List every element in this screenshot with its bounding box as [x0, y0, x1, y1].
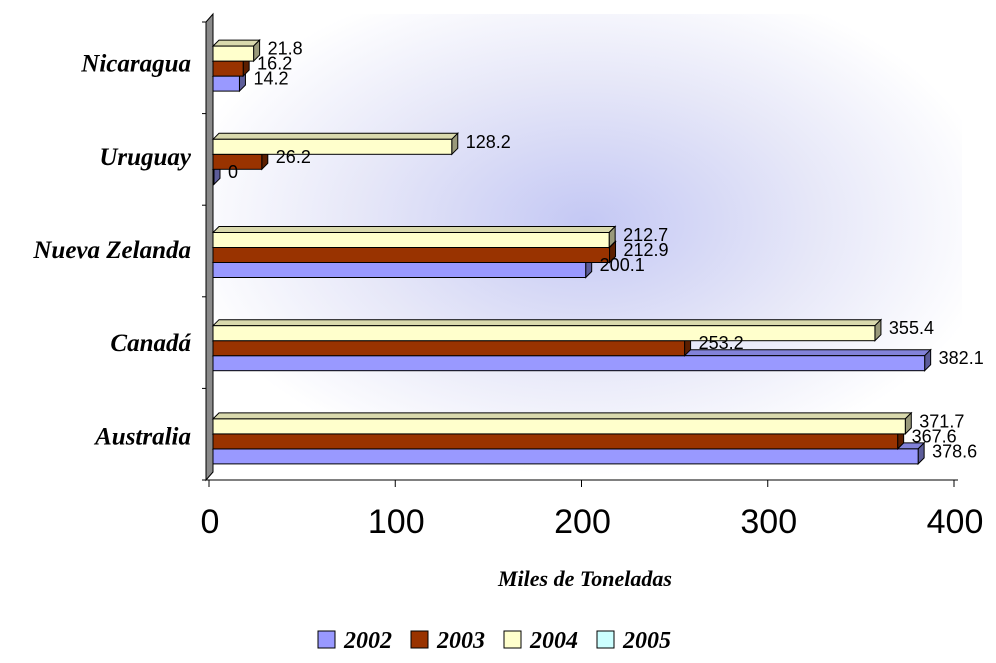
x-tick-label: 200 — [554, 503, 611, 541]
data-label: 253.2 — [699, 333, 744, 353]
category-label: Uruguay — [99, 144, 192, 171]
legend-label: 2002 — [343, 628, 392, 654]
legend-label: 2004 — [529, 628, 578, 654]
x-tick-label: 100 — [368, 503, 425, 541]
x-tick-label: 0 — [201, 503, 220, 541]
data-label: 21.8 — [268, 39, 303, 59]
data-label: 367.6 — [912, 426, 957, 446]
data-label: 212.7 — [623, 225, 668, 245]
bar-2004 — [211, 411, 913, 436]
data-label: 26.2 — [276, 147, 311, 167]
category-label: Australia — [93, 423, 191, 450]
legend-item-2005: 2005 — [596, 628, 671, 654]
data-label: 14.2 — [253, 69, 288, 89]
data-label: 371.7 — [919, 411, 964, 431]
bar-2004 — [211, 132, 459, 156]
data-label: 382.1 — [939, 348, 984, 368]
legend-item-2003: 2003 — [410, 628, 485, 654]
x-axis-title: Miles de Toneladas — [497, 566, 672, 591]
data-label: 212.9 — [624, 240, 669, 260]
legend-item-2002: 2002 — [317, 628, 392, 654]
data-label: 128.2 — [466, 132, 511, 152]
legend-swatch — [503, 630, 522, 649]
chart-side-wall — [205, 12, 214, 482]
legend-swatch — [596, 630, 615, 649]
data-label: 378.6 — [932, 441, 977, 461]
legend-label: 2005 — [622, 628, 671, 654]
x-tick-label: 400 — [927, 503, 984, 541]
legend-swatch — [317, 630, 336, 649]
category-label: Nueva Zelanda — [32, 237, 191, 264]
legend-item-2004: 2004 — [503, 628, 578, 654]
data-label: 0 — [228, 162, 238, 182]
bar-2004 — [211, 225, 617, 249]
data-label: 16.2 — [257, 54, 292, 74]
data-label: 355.4 — [889, 318, 934, 338]
category-label: Canadá — [110, 330, 191, 357]
legend-label: 2003 — [436, 628, 485, 654]
category-label: Nicaragua — [80, 51, 191, 78]
legend-swatch — [410, 630, 429, 649]
x-tick-label: 300 — [740, 503, 797, 541]
bar-2004 — [211, 38, 261, 63]
data-label: 200.1 — [600, 255, 645, 275]
bar-2004 — [211, 318, 883, 342]
